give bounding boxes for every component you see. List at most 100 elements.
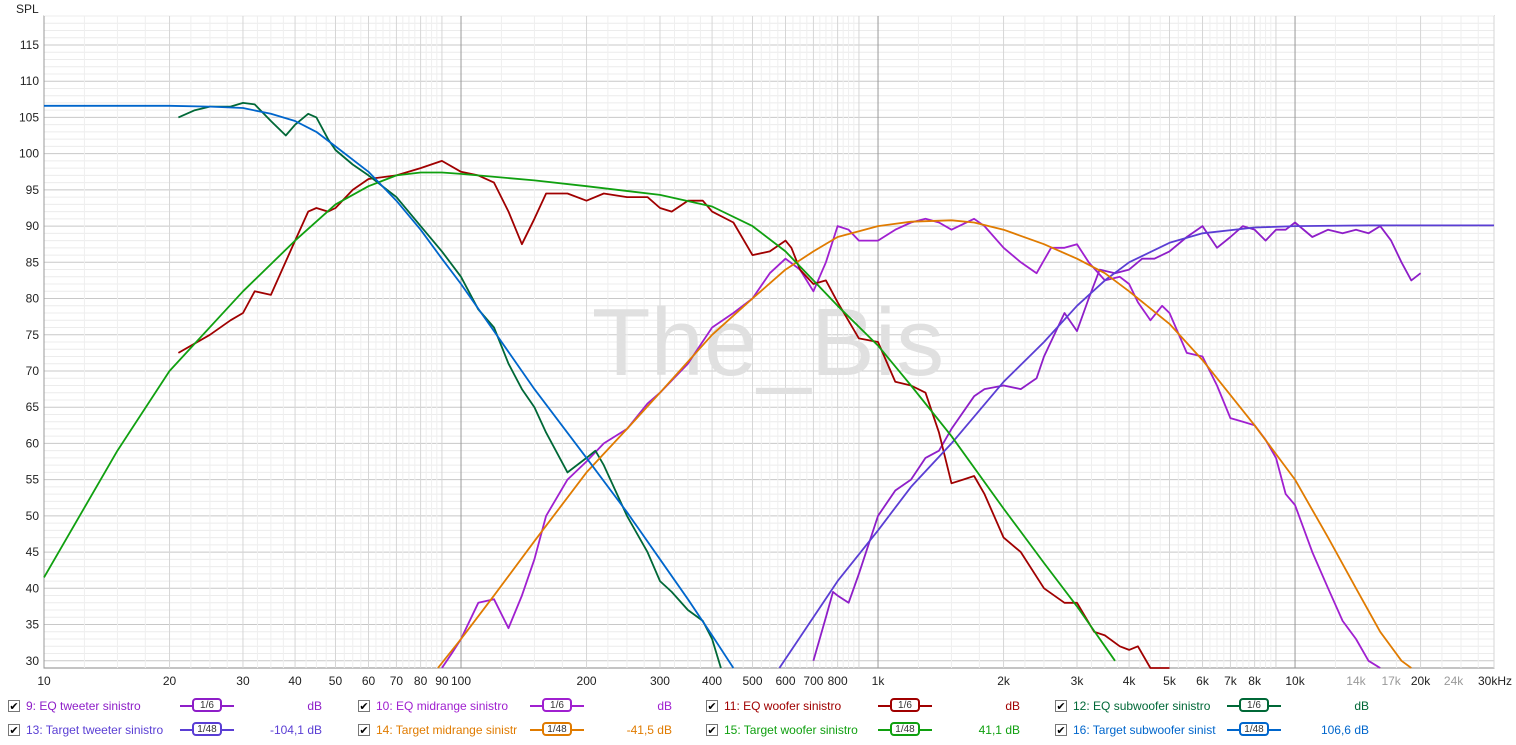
legend-offset-value: dB <box>1354 699 1369 713</box>
smoothing-selector[interactable]: 1/6 <box>1227 698 1281 714</box>
y-tick-label: 115 <box>20 38 39 52</box>
smoothing-value: 1/6 <box>192 698 222 712</box>
x-tick-label: 500 <box>742 674 762 688</box>
y-tick-label: 65 <box>26 400 40 414</box>
legend-item[interactable]: ✔ 13: Target tweeter sinistro 1/48 -104,1 d… <box>8 719 322 741</box>
smoothing-value: 1/48 <box>542 722 572 736</box>
frequency-response-chart[interactable]: The_Bis 30 35 40 45 50 55 60 65 70 75 80 85 90 95 100 1… <box>0 0 1516 694</box>
series-line-8 <box>44 104 735 669</box>
smoothing-selector[interactable]: 1/6 <box>530 698 584 714</box>
watermark: The_Bis <box>592 289 944 396</box>
x-tick-label: 300 <box>650 674 670 688</box>
legend-offset-value: dB <box>1005 699 1020 713</box>
y-axis-label: SPL <box>16 2 39 16</box>
smoothing-value: 1/6 <box>1239 698 1269 712</box>
y-tick-label: 30 <box>26 654 40 668</box>
x-tick-label: 2k <box>997 674 1011 688</box>
legend-item[interactable]: ✔ 10: EQ midrange sinistro 1/6 dB <box>358 695 672 717</box>
smoothing-selector[interactable]: 1/48 <box>878 722 932 738</box>
y-tick-label: 100 <box>19 147 39 161</box>
x-tick-label: 3k <box>1071 674 1085 688</box>
chart-series <box>43 102 1494 669</box>
legend-visibility-checkbox[interactable]: ✔ <box>1055 700 1067 713</box>
legend: ✔ 9: EQ tweeter sinistro 1/6 dB ✔ 10: EQ midr… <box>0 694 1516 745</box>
chart-grid <box>43 15 1495 669</box>
legend-visibility-checkbox[interactable]: ✔ <box>706 700 718 713</box>
x-tick-label: 7k <box>1224 674 1238 688</box>
legend-visibility-checkbox[interactable]: ✔ <box>358 700 370 713</box>
smoothing-value: 1/48 <box>890 722 920 736</box>
legend-offset-value: dB <box>657 699 672 713</box>
legend-label: 12: EQ subwoofer sinistro <box>1073 699 1211 713</box>
x-tick-label: 200 <box>577 674 597 688</box>
x-tick-label: 20 <box>163 674 177 688</box>
x-tick-label: 80 <box>414 674 428 688</box>
x-tick-label: 700 <box>803 674 823 688</box>
legend-offset-value: -41,5 dB <box>626 723 672 737</box>
x-tick-label: 90 <box>435 674 449 688</box>
series-line-7 <box>43 171 1116 662</box>
series-line-6 <box>437 219 1412 669</box>
smoothing-selector[interactable]: 1/48 <box>530 722 584 738</box>
legend-offset-value: 106,6 dB <box>1320 723 1369 737</box>
x-tick-label: 800 <box>828 674 848 688</box>
series-line-5 <box>778 224 1494 669</box>
legend-label: 11: EQ woofer sinistro <box>724 699 842 713</box>
x-tick-label: 24k <box>1444 674 1464 688</box>
x-tick-label: 30 <box>236 674 250 688</box>
legend-offset-value: -104,1 dB <box>269 723 322 737</box>
series-line-2 <box>441 217 1381 669</box>
y-tick-label: 85 <box>26 255 40 269</box>
smoothing-selector[interactable]: 1/6 <box>878 698 932 714</box>
legend-item[interactable]: ✔ 9: EQ tweeter sinistro 1/6 dB <box>8 695 322 717</box>
legend-item[interactable]: ✔ 11: EQ woofer sinistro 1/6 dB <box>706 695 1020 717</box>
legend-visibility-checkbox[interactable]: ✔ <box>8 724 20 737</box>
x-tick-label: 1k <box>872 674 886 688</box>
y-tick-label: 50 <box>26 509 40 523</box>
legend-item[interactable]: ✔ 16: Target subwoofer sinist 1/48 106,6 dB <box>1055 719 1369 741</box>
smoothing-value: 1/48 <box>1239 722 1269 736</box>
smoothing-value: 1/6 <box>890 698 920 712</box>
legend-item[interactable]: ✔ 12: EQ subwoofer sinistro 1/6 dB <box>1055 695 1369 717</box>
x-tick-label: 4k <box>1123 674 1137 688</box>
smoothing-selector[interactable]: 1/48 <box>1227 722 1281 738</box>
chart-axes: 30 35 40 45 50 55 60 65 70 75 80 85 90 95 100 105 110 115… <box>19 38 1512 688</box>
legend-label: 15: Target woofer sinistro <box>724 723 858 737</box>
smoothing-selector[interactable]: 1/48 <box>180 722 234 738</box>
x-tick-label: 10 <box>37 674 51 688</box>
legend-label: 9: EQ tweeter sinistro <box>26 699 141 713</box>
x-tick-label: 50 <box>329 674 343 688</box>
x-tick-label: 5k <box>1163 674 1177 688</box>
legend-label: 10: EQ midrange sinistro <box>376 699 509 713</box>
legend-label: 16: Target subwoofer sinist <box>1073 723 1216 737</box>
y-tick-label: 40 <box>26 581 40 595</box>
x-tick-label: 40 <box>288 674 302 688</box>
x-tick-label: 17k <box>1381 674 1401 688</box>
series-line-4 <box>178 102 722 669</box>
legend-visibility-checkbox[interactable]: ✔ <box>358 724 370 737</box>
y-tick-label: 90 <box>26 219 40 233</box>
y-tick-label: 55 <box>26 473 40 487</box>
x-tick-label: 10k <box>1285 674 1305 688</box>
legend-label: 14: Target midrange sinistr <box>376 723 518 737</box>
x-tick-label: 100 <box>451 674 471 688</box>
y-tick-label: 60 <box>26 436 40 450</box>
legend-visibility-checkbox[interactable]: ✔ <box>1055 724 1067 737</box>
y-tick-label: 35 <box>26 618 40 632</box>
series-line-1 <box>812 221 1422 662</box>
smoothing-value: 1/6 <box>542 698 572 712</box>
y-tick-label: 95 <box>26 183 40 197</box>
x-tick-label: 70 <box>390 674 404 688</box>
x-tick-label: 20k <box>1411 674 1431 688</box>
x-tick-label: 14k <box>1346 674 1366 688</box>
y-tick-label: 75 <box>26 328 40 342</box>
legend-visibility-checkbox[interactable]: ✔ <box>8 700 20 713</box>
legend-item[interactable]: ✔ 14: Target midrange sinistr 1/48 -41,5 dB <box>358 719 672 741</box>
y-tick-label: 70 <box>26 364 40 378</box>
legend-item[interactable]: ✔ 15: Target woofer sinistro 1/48 41,1 dB <box>706 719 1020 741</box>
smoothing-selector[interactable]: 1/6 <box>180 698 234 714</box>
y-tick-label: 45 <box>26 545 40 559</box>
x-tick-label: 400 <box>702 674 722 688</box>
legend-visibility-checkbox[interactable]: ✔ <box>706 724 718 737</box>
legend-label: 13: Target tweeter sinistro <box>26 723 164 737</box>
